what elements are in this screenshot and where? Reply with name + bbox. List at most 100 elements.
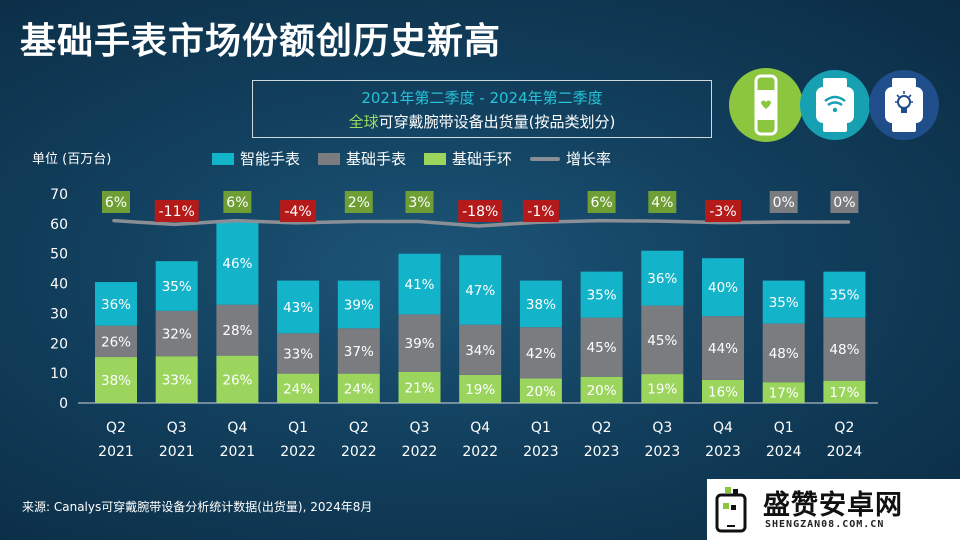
- y-tick-label: 20: [50, 336, 68, 352]
- data-label-basic-band: 38%: [101, 373, 131, 389]
- bar-basic-band: [580, 376, 623, 403]
- legend-swatch-basic-band: [424, 152, 447, 165]
- data-label-basic-band: 33%: [162, 373, 192, 389]
- data-label-basic-watch: 44%: [708, 341, 738, 357]
- x-tick-label-year: 2023: [705, 444, 741, 460]
- phone-logo-icon: [715, 487, 747, 533]
- data-label-basic-watch: 42%: [526, 346, 556, 362]
- growth-label-bg: [280, 200, 317, 222]
- y-tick-label: 60: [50, 217, 68, 233]
- bar-basic-watch: [398, 314, 441, 372]
- data-label-basic-watch: 48%: [769, 346, 799, 362]
- growth-label-bg: [344, 191, 373, 213]
- bar-smartwatch: [762, 280, 805, 324]
- x-tick-label-year: 2023: [584, 444, 620, 460]
- growth-label-bg: [522, 200, 559, 222]
- y-tick-label: 0: [59, 396, 68, 412]
- growth-label-bg: [458, 200, 503, 222]
- bar-basic-band: [459, 374, 502, 403]
- subtitle-period: 2021年第二季度 - 2024年第二季度: [361, 89, 603, 107]
- bar-basic-band: [823, 380, 866, 403]
- bar-basic-band: [398, 371, 441, 403]
- device-icons: [729, 68, 939, 142]
- subtitle-box: 2021年第二季度 - 2024年第二季度 全球可穿戴腕带设备出货量(按品类划分…: [252, 80, 712, 138]
- growth-label-bg: [648, 191, 677, 213]
- data-label-smartwatch: 46%: [222, 256, 252, 272]
- y-tick-label: 10: [50, 366, 68, 382]
- bar-basic-watch: [762, 323, 805, 383]
- data-label-basic-band: 20%: [526, 384, 556, 400]
- bar-basic-watch: [519, 327, 562, 379]
- y-tick-label: 70: [50, 187, 68, 203]
- data-label-basic-watch: 34%: [465, 343, 495, 359]
- legend-item-basic-watch: 基础手表: [318, 148, 406, 169]
- growth-label-bg: [223, 191, 252, 213]
- data-label-smartwatch: 36%: [647, 271, 677, 287]
- bar-basic-watch: [459, 324, 502, 375]
- y-tick-label: 50: [50, 247, 68, 263]
- growth-label: 0%: [833, 195, 855, 211]
- chart-legend: 智能手表 基础手表 基础手环 增长率: [212, 148, 629, 169]
- legend-label-basic-watch: 基础手表: [346, 150, 407, 168]
- bar-basic-watch: [702, 316, 744, 380]
- growth-label-bg: [769, 191, 798, 213]
- data-label-smartwatch: 40%: [708, 280, 738, 296]
- growth-label: -18%: [462, 204, 498, 220]
- data-label-smartwatch: 41%: [404, 277, 434, 293]
- bar-basic-watch: [641, 305, 684, 375]
- stacked-bar-chart: 0 10 20 30 40 50 60 70 38% 26% 36% Q2 2021 33% 32% 35% Q…: [50, 187, 878, 460]
- x-tick-label-year: 2023: [523, 444, 559, 460]
- growth-line: [112, 218, 851, 228]
- data-label-basic-band: 21%: [404, 380, 434, 396]
- subtitle-highlight: 全球: [348, 113, 379, 131]
- growth-label-bg: [405, 191, 434, 213]
- bar-basic-band: [155, 356, 198, 403]
- legend-swatch-basic-watch: [318, 152, 341, 165]
- growth-label: -1%: [527, 204, 554, 220]
- source-note: 来源: Canalys可穿戴腕带设备分析统计数据(出货量), 2024年8月: [22, 500, 373, 514]
- data-label-basic-band: 19%: [465, 382, 495, 398]
- x-tick-label-quarter: Q3: [652, 420, 672, 436]
- x-tick-label-year: 2022: [402, 444, 438, 460]
- bar-smartwatch: [95, 282, 137, 326]
- x-tick-label-year: 2021: [220, 444, 256, 460]
- y-tick-label: 30: [50, 306, 68, 322]
- bar-smartwatch: [155, 261, 198, 311]
- growth-label: 4%: [651, 195, 673, 211]
- data-label-basic-band: 17%: [829, 385, 859, 401]
- growth-label-bg: [102, 191, 130, 213]
- bar-basic-watch: [155, 310, 198, 357]
- data-label-basic-watch: 48%: [829, 342, 859, 358]
- x-tick-label-year: 2021: [159, 444, 195, 460]
- bar-basic-watch: [277, 333, 320, 374]
- legend-swatch-smartwatch: [212, 152, 234, 165]
- x-tick-label-year: 2022: [462, 444, 498, 460]
- data-label-smartwatch: 39%: [344, 297, 374, 313]
- watermark-url: SHENGZAN08.COM.CN: [765, 519, 885, 530]
- growth-label: 2%: [348, 195, 370, 211]
- data-label-basic-band: 24%: [283, 381, 313, 397]
- bar-smartwatch: [459, 255, 502, 325]
- growth-label: 6%: [590, 195, 612, 211]
- bar-basic-band: [216, 355, 259, 403]
- watermark: 盛赞安卓网 SHENGZAN08.COM.CN: [707, 479, 960, 540]
- x-tick-label-quarter: Q3: [167, 420, 187, 436]
- data-label-smartwatch: 43%: [283, 300, 313, 316]
- x-tick-label-year: 2023: [644, 444, 680, 460]
- bar-smartwatch: [337, 280, 380, 329]
- data-label-smartwatch: 36%: [101, 297, 131, 313]
- growth-label-bg: [705, 200, 741, 222]
- data-label-basic-watch: 37%: [344, 344, 374, 360]
- bar-smartwatch: [398, 253, 441, 315]
- smartwatch-wifi-icon: [800, 70, 870, 140]
- growth-label: 0%: [773, 195, 795, 211]
- bar-smartwatch: [702, 258, 744, 317]
- watermark-name: 盛赞安卓网: [763, 490, 903, 521]
- x-tick-label-year: 2022: [280, 444, 316, 460]
- x-tick-label-quarter: Q1: [774, 420, 794, 436]
- data-label-smartwatch: 38%: [526, 297, 556, 313]
- x-tick-label-quarter: Q1: [288, 420, 308, 436]
- band-icon: [729, 68, 803, 142]
- data-label-basic-band: 24%: [344, 381, 374, 397]
- bar-basic-band: [702, 379, 744, 403]
